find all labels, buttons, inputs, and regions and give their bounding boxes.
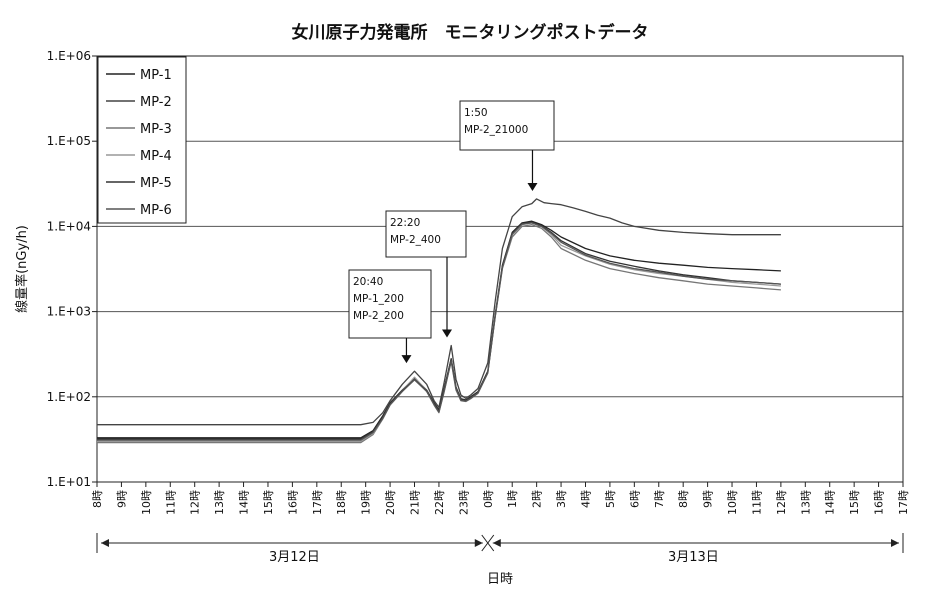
y-tick-label: 1.E+06 [47,49,91,63]
annotation-arrowhead [441,329,452,338]
annotation-box [348,269,432,339]
annotation-text: MP-2_400 [390,234,441,246]
x-tick-label: 17時 [311,490,324,515]
y-tick-label: 1.E+04 [47,219,91,233]
annotations: 20:40 MP-1_200 MP-2_200 22:20 MP-2_400 1:50 MP… [348,100,555,364]
x-tick-label: 0時 [482,490,495,508]
legend-box [97,56,187,224]
annotation-arrowhead [401,355,412,364]
date-arrow-right [474,539,483,547]
series-lines [97,198,781,444]
date-bar: 3月12日 3月13日 [96,533,904,565]
x-tick-label: 10時 [726,490,739,515]
x-tick-label: 18時 [335,490,348,515]
legend-label-mp-4: MP-4 [140,149,172,164]
legend-label-mp-6: MP-6 [140,203,172,218]
series-line-mp-6 [97,222,781,441]
x-tick-label: 2時 [531,490,544,508]
x-tick-label: 9時 [115,490,128,508]
x-axis-label: 日時 [487,572,513,587]
annotation-text: 22:20 [390,217,420,229]
x-tick-label: 23時 [457,490,470,515]
x-tick-label: 16時 [873,490,886,515]
legend-label-mp-2: MP-2 [140,95,172,110]
y-tick-label: 1.E+01 [47,475,91,489]
series-line-mp-2 [97,198,781,426]
legend-label-mp-1: MP-1 [140,68,172,83]
x-tick-label: 3時 [555,490,568,508]
date-label: 3月13日 [668,550,719,565]
date-divider [481,534,495,552]
x-tick-label: 13時 [799,490,812,515]
x-axis-ticks: 8時 9時 10時 11時 12時 13時 14時 15時 16時 17時 18時 19時 20時 21時… [91,482,910,515]
x-tick-label: 14時 [238,490,251,515]
annotation-text: MP-1_200 [353,293,404,305]
x-tick-label: 5時 [604,490,617,508]
annotation-text: MP-2_200 [353,310,404,322]
x-tick-label: 11時 [164,490,177,515]
x-tick-label: 14時 [824,490,837,515]
y-axis-ticks: 1.E+01 1.E+02 1.E+03 1.E+04 1.E+05 1.E+06 [47,49,97,489]
date-label: 3月12日 [269,550,320,565]
x-tick-label: 15時 [848,490,861,515]
x-tick-label: 11時 [750,490,763,515]
x-tick-label: 8時 [677,490,690,508]
legend: MP-1 MP-2 MP-3 MP-4 MP-5 MP-6 [97,56,187,224]
annotation-text: MP-2_21000 [464,124,528,136]
x-tick-label: 17時 [897,490,910,515]
annotation-box [459,100,555,151]
legend-label-mp-5: MP-5 [140,176,172,191]
x-tick-label: 20時 [384,490,397,515]
legend-label-mp-3: MP-3 [140,122,172,137]
x-tick-label: 1時 [506,490,519,508]
x-tick-label: 12時 [189,490,202,515]
y-tick-label: 1.E+05 [47,134,91,148]
x-tick-label: 10時 [140,490,153,515]
annotation-box [385,210,467,258]
chart-title: 女川原子力発電所 モニタリングポストデータ [292,22,649,43]
plot-area [96,55,904,483]
x-tick-label: 9時 [702,490,715,508]
date-arrow-right [891,539,899,547]
date-arrow-left [101,539,109,547]
x-tick-label: 12時 [775,490,788,515]
x-tick-label: 16時 [286,490,299,515]
x-tick-label: 7時 [653,490,666,508]
y-tick-label: 1.E+02 [47,390,91,404]
annotation-arrowhead [527,182,538,191]
y-axis-label: 線量率(nGy/h) [14,225,30,313]
x-tick-label: 19時 [360,490,373,515]
annotation-text: 1:50 [464,107,488,119]
x-tick-label: 4時 [579,490,592,508]
x-tick-label: 6時 [628,490,641,508]
x-tick-label: 21時 [409,490,422,515]
y-tick-label: 1.E+03 [47,305,91,319]
date-arrow-left [492,539,501,547]
x-tick-label: 22時 [433,490,446,515]
x-tick-label: 8時 [91,490,104,508]
x-tick-label: 15時 [262,490,275,515]
annotation-text: 20:40 [353,276,383,288]
x-tick-label: 13時 [213,490,226,515]
